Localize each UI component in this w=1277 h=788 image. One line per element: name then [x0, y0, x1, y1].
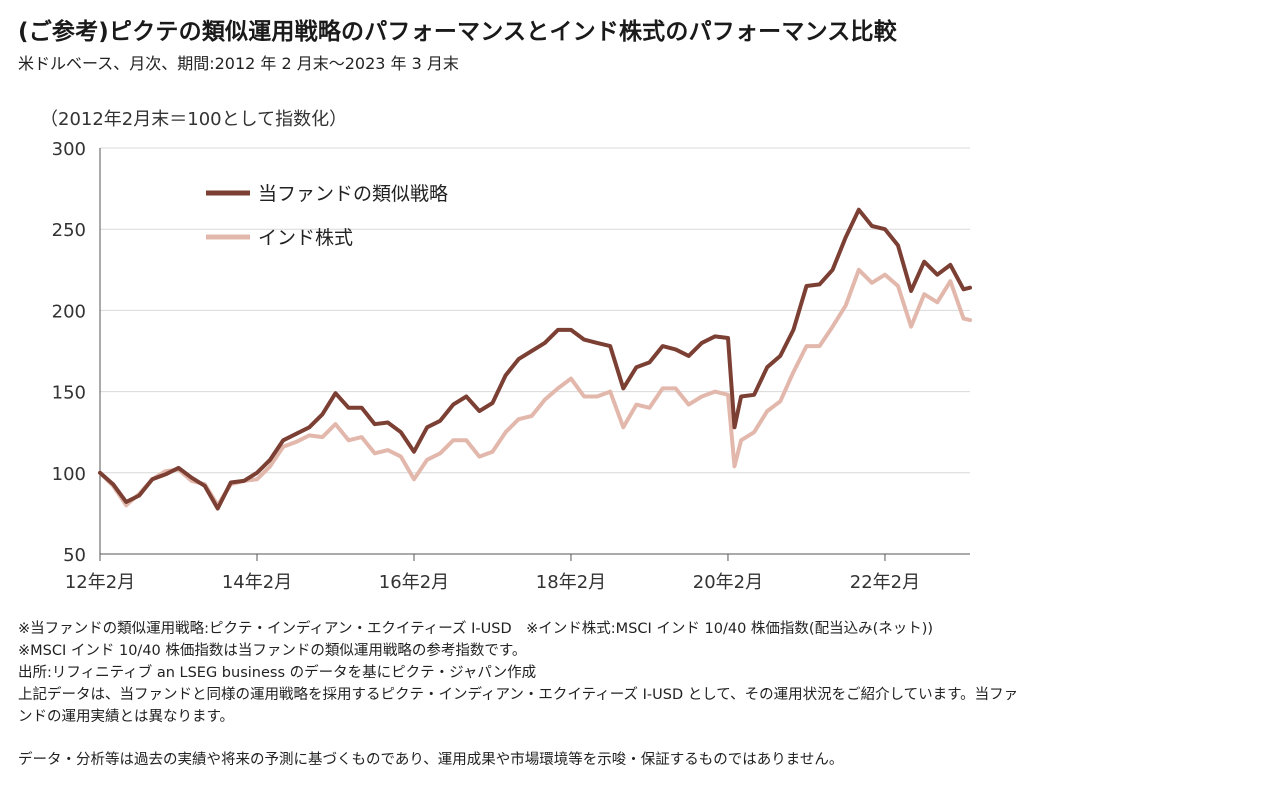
- y-tick-label: 150: [52, 383, 86, 404]
- x-axis: 12年2月 14年2月 16年2月 18年2月 20年2月 22年2月: [65, 553, 970, 593]
- page-title: (ご参考)ピクテの類似運用戦略のパフォーマンスとインド株式のパフォーマンス比較: [18, 19, 897, 45]
- footnote: 上記データは、当ファンドと同様の運用戦略を採用するピクテ・インディアン・エクイテ…: [18, 687, 1019, 703]
- x-tick-label: 20年2月: [693, 572, 763, 593]
- footnotes: ※当ファンドの類似運用戦略:ピクテ・インディアン・エクイティーズ I-USD ※…: [18, 618, 1128, 728]
- y-tick-label: 200: [52, 301, 86, 322]
- series-lines: [98, 207, 972, 511]
- series-line: [98, 207, 972, 511]
- series-line: [98, 267, 972, 508]
- y-tick-label: 50: [63, 545, 86, 566]
- disclaimer: データ・分析等は過去の実績や将来の予測に基づくものであり、運用成果や市場環境等を…: [18, 752, 844, 768]
- legend-label: 当ファンドの類似戦略: [258, 183, 448, 205]
- x-tick-label: 18年2月: [536, 572, 606, 593]
- x-tick-label: 14年2月: [222, 572, 292, 593]
- footnote: ンドの運用実績とは異なります。: [18, 709, 235, 725]
- legend-label: インド株式: [258, 227, 353, 249]
- footnote: ※MSCI インド 10/40 株価指数は当ファンドの類似運用戦略の参考指数です…: [18, 643, 527, 659]
- y-tick-label: 100: [52, 464, 86, 485]
- line-chart: 300 250 200 150 100 50 12年2月 14年2月 16年2月 18年2月 20…: [52, 139, 972, 593]
- grid-lines: [100, 147, 970, 474]
- x-tick-label: 16年2月: [379, 572, 449, 593]
- footnote: ※当ファンドの類似運用戦略:ピクテ・インディアン・エクイティーズ I-USD ※…: [18, 621, 934, 637]
- x-tick-label: 12年2月: [65, 572, 135, 593]
- page-subtitle: 米ドルベース、月次、期間:2012 年 2 月末〜2023 年 3 月末: [18, 54, 459, 73]
- footnote: 出所:リフィニティブ an LSEG business のデータを基にピクテ・ジ…: [18, 665, 537, 681]
- y-tick-label: 250: [52, 220, 86, 241]
- y-axis: 300 250 200 150 100 50: [52, 139, 101, 566]
- x-tick-label: 22年2月: [850, 572, 920, 593]
- y-tick-label: 300: [52, 139, 86, 160]
- y-unit-label: （2012年2月末＝100として指数化）: [40, 109, 348, 130]
